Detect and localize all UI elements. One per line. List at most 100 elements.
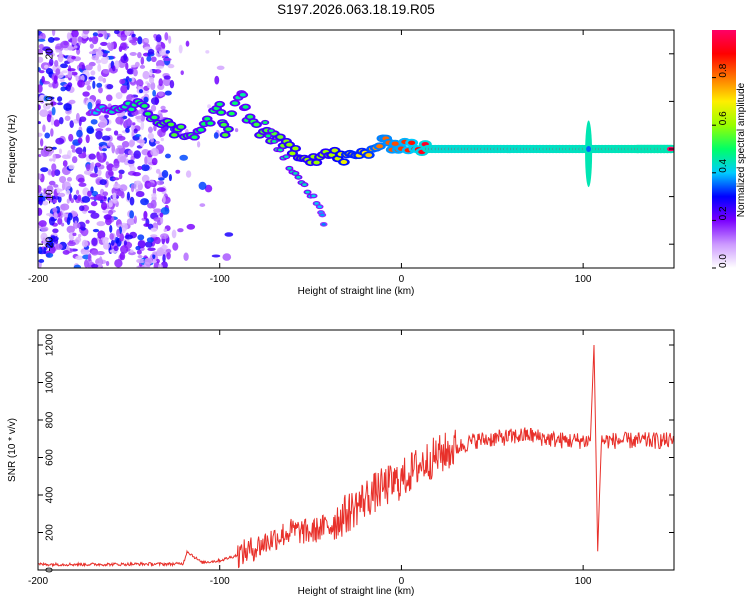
heatmap-ridge-blob	[191, 135, 198, 140]
heatmap-speckle	[84, 80, 91, 86]
heatmap-speckle	[96, 169, 102, 177]
heatmap-speckle	[82, 91, 90, 97]
heatmap-speckle	[116, 145, 124, 149]
heatmap-speckle	[81, 196, 91, 203]
heatmap-speckle	[117, 153, 127, 163]
heatmap-speckle	[137, 52, 142, 59]
heatmap-speckle	[158, 177, 165, 181]
heatmap-speckle	[50, 235, 56, 240]
heatmap-speckle	[128, 251, 136, 256]
heatmap-speckle	[112, 192, 117, 200]
heatmap-speckle	[119, 252, 126, 261]
snr-y-tick-label: 600	[45, 449, 56, 466]
heatmap-speckle	[110, 239, 115, 246]
heatmap-speckle	[111, 144, 116, 154]
heatmap-speckle	[136, 258, 146, 264]
heatmap-speckle	[38, 84, 43, 93]
heatmap-speckle	[137, 240, 146, 249]
heatmap-speckle	[87, 210, 96, 214]
heatmap-speckle	[116, 228, 120, 238]
heatmap-speckle	[109, 224, 113, 233]
heatmap-speckle	[114, 30, 120, 35]
heatmap-speckle	[75, 112, 80, 122]
heatmap-speckle	[108, 170, 114, 176]
heatmap-speckle	[92, 32, 99, 37]
heatmap-ridge-blob	[239, 93, 246, 97]
heatmap-ridge-blob	[391, 141, 399, 146]
heatmap-speckle	[114, 258, 123, 268]
heatmap-speckle	[112, 177, 120, 181]
heatmap-speckle	[38, 220, 47, 228]
heatmap-speckle	[57, 53, 64, 63]
heatmap-speckle	[47, 37, 55, 43]
heatmap-ridge-blob	[286, 142, 293, 147]
heatmap-speckle	[214, 75, 220, 85]
heatmap-speckle	[167, 63, 175, 69]
heatmap-speckle	[196, 141, 201, 148]
heatmap-ridge-layer	[87, 90, 674, 227]
heatmap-speckle	[38, 35, 43, 39]
heatmap-speckle	[124, 119, 133, 127]
heatmap-speckle	[57, 195, 62, 203]
heatmap-speckle	[128, 139, 136, 147]
heatmap-speckle	[127, 159, 135, 165]
heatmap-speckle	[58, 175, 67, 184]
heatmap-ridge-blob	[340, 160, 348, 165]
heatmap-speckle	[216, 65, 225, 70]
heatmap-speckle	[98, 120, 107, 128]
heatmap-ridge-blob	[204, 117, 211, 121]
heatmap-speckle	[66, 177, 73, 182]
heatmap-speckle	[38, 259, 45, 263]
heatmap-speckle	[137, 255, 143, 259]
heatmap-speckle	[135, 245, 141, 251]
heatmap-speckle	[45, 68, 54, 75]
heatmap-speckle	[164, 153, 171, 159]
heatmap-speckle	[151, 157, 158, 166]
heatmap-speckle	[97, 33, 104, 38]
heatmap-branch-blob	[284, 155, 289, 159]
heatmap-speckle	[150, 81, 156, 91]
heatmap-speckle	[132, 68, 138, 77]
heatmap-speckle	[134, 180, 142, 186]
heatmap-speckle	[53, 75, 58, 85]
heatmap-speckle	[60, 86, 66, 92]
heatmap-speckle	[140, 56, 145, 65]
heatmap-speckle	[135, 191, 145, 198]
heatmap-speckle	[153, 208, 162, 213]
heatmap-speckle	[52, 228, 59, 234]
heatmap-speckle	[199, 203, 206, 207]
snr-line-layer	[38, 344, 674, 569]
heatmap-speckle	[88, 37, 93, 42]
heatmap-y-ticks: -20 -10 0 10 20	[38, 48, 674, 251]
heatmap-speckle	[84, 64, 93, 71]
heatmap-speckle	[143, 96, 149, 103]
heatmap-speckle	[53, 37, 61, 41]
heatmap-speckle	[96, 82, 103, 88]
heatmap-speckle	[124, 30, 131, 37]
heatmap-speckle	[143, 261, 151, 268]
heatmap-speckle	[77, 79, 85, 88]
heatmap-speckle	[69, 120, 74, 128]
heatmap-speckle	[56, 187, 60, 194]
heatmap-speckle	[113, 183, 121, 189]
heatmap-speckle	[179, 154, 188, 161]
heatmap-speckle	[129, 165, 136, 173]
heatmap-speckle	[67, 68, 76, 72]
heatmap-speckle	[119, 184, 128, 192]
heatmap-ridge-blob	[213, 106, 220, 111]
heatmap-speckle	[120, 34, 127, 41]
heatmap-speckle	[159, 212, 164, 218]
heatmap-speckle	[79, 205, 85, 212]
heatmap-speckle	[66, 217, 71, 226]
heatmap-speckle	[73, 45, 78, 49]
snr-plot-area	[38, 330, 674, 570]
heatmap-speckle	[113, 162, 120, 169]
heatmap-speckle	[95, 128, 104, 132]
heatmap-speckle	[108, 201, 113, 208]
heatmap-speckle	[66, 225, 76, 234]
heatmap-speckle	[154, 236, 161, 245]
heatmap-speckle	[88, 76, 96, 80]
heatmap-speckle	[160, 137, 164, 142]
heatmap-speckle	[71, 149, 77, 153]
heatmap-speckle	[151, 193, 157, 198]
